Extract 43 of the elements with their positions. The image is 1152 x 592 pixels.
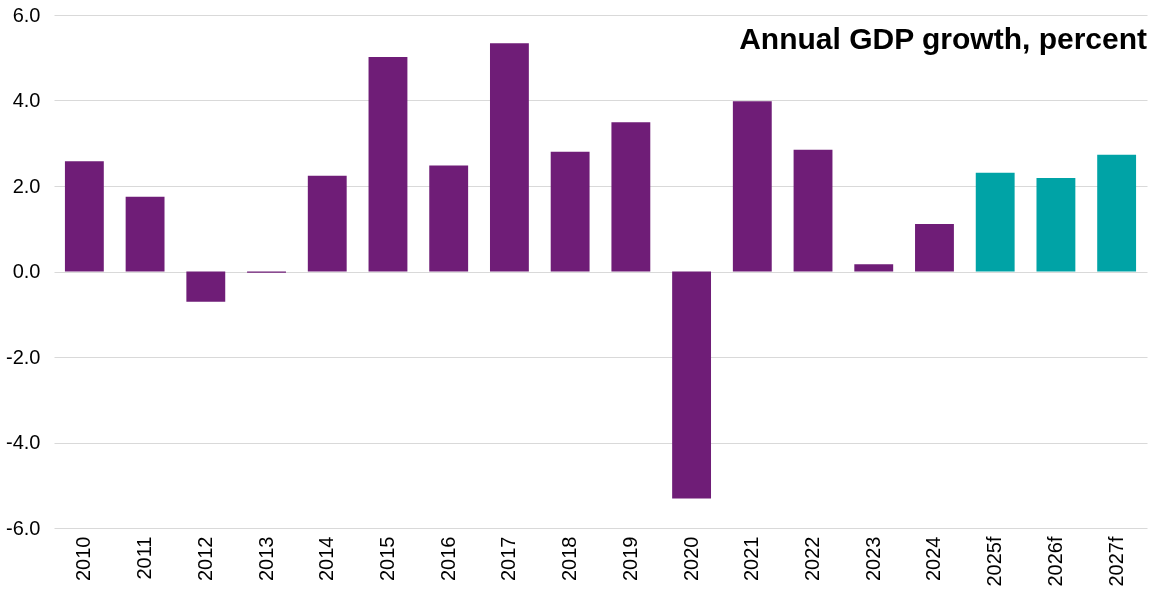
y-tick-label: 4.0 — [12, 89, 41, 111]
x-tick-label: 2013 — [254, 536, 277, 581]
y-tick-label: -4.0 — [6, 431, 41, 453]
y-tick-label: 2.0 — [12, 174, 41, 197]
bar — [975, 172, 1015, 272]
bar — [125, 196, 165, 272]
bar — [307, 175, 347, 272]
chart-title: Annual GDP growth, percent — [739, 22, 1148, 55]
x-tick-label: 2023 — [861, 536, 884, 581]
bar — [368, 56, 408, 272]
y-tick-label: -2.0 — [6, 345, 41, 368]
bar — [1097, 154, 1137, 272]
bar — [429, 165, 469, 272]
bar — [732, 101, 772, 272]
x-tick-label: 2017 — [497, 536, 520, 581]
bar — [489, 43, 529, 272]
x-tick-label: 2015 — [375, 536, 398, 581]
x-tick-label: 2020 — [679, 536, 702, 581]
x-tick-label: 2010 — [72, 536, 95, 581]
bar — [611, 122, 651, 272]
x-tick-label: 2026f — [1043, 536, 1066, 587]
bar — [793, 149, 833, 272]
x-tick-label: 2019 — [618, 536, 641, 581]
y-tick-label: -6.0 — [6, 516, 41, 539]
bar — [64, 161, 104, 272]
x-tick-label: 2018 — [558, 536, 581, 581]
x-tick-label: 2016 — [436, 536, 459, 581]
bar — [672, 271, 712, 499]
bar — [915, 224, 954, 272]
x-tick-label: 2024 — [922, 536, 945, 581]
bar — [1036, 177, 1076, 272]
bar — [854, 264, 894, 272]
x-tick-label: 2014 — [315, 536, 338, 581]
x-tick-label: 2021 — [740, 536, 763, 581]
x-tick-label: 2011 — [133, 536, 156, 580]
x-tick-label: 2027f — [1104, 536, 1127, 587]
x-tick-label: 2022 — [801, 536, 824, 581]
y-tick-label: 6.0 — [12, 3, 41, 26]
y-tick-label: 0.0 — [12, 260, 41, 282]
x-tick-label: 2012 — [193, 536, 216, 581]
bar — [186, 271, 226, 302]
x-tick-label: 2025f — [983, 536, 1006, 587]
bar — [550, 151, 590, 272]
